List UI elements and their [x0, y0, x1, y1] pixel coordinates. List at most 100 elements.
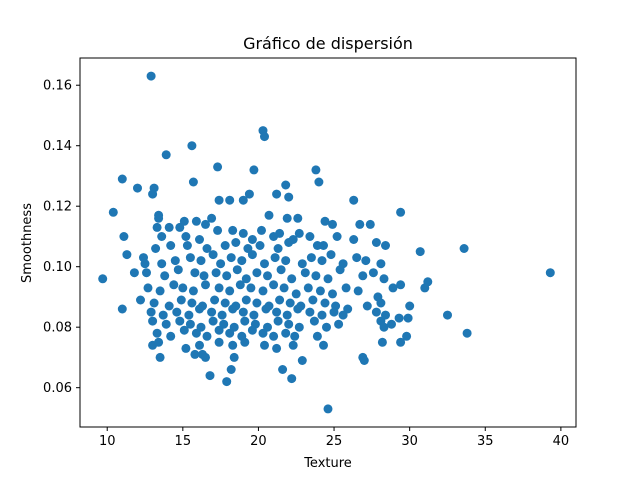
- data-point: [305, 307, 315, 317]
- data-point: [238, 195, 248, 205]
- y-tick-label: 0.16: [43, 79, 72, 94]
- data-point: [269, 232, 279, 241]
- data-point: [210, 295, 220, 305]
- data-point: [297, 259, 307, 269]
- data-point: [252, 268, 262, 278]
- data-point: [349, 235, 359, 244]
- data-point: [269, 280, 279, 290]
- data-point: [232, 265, 242, 275]
- data-point: [152, 222, 162, 232]
- x-tick-label: 15: [175, 434, 192, 449]
- data-point: [188, 177, 198, 187]
- data-point: [160, 271, 170, 281]
- data-point: [238, 228, 248, 238]
- data-point: [241, 295, 251, 305]
- data-point: [270, 253, 280, 263]
- y-axis-ticks: 0.06 0.08 0.10 0.12 0.14 0.16: [43, 79, 80, 396]
- data-point: [462, 328, 472, 338]
- data-point: [172, 307, 182, 317]
- y-tick-label: 0.06: [43, 381, 72, 396]
- x-tick-label: 30: [401, 434, 418, 449]
- data-point: [284, 319, 294, 329]
- data-point: [285, 298, 295, 308]
- data-point: [281, 180, 291, 190]
- data-point: [294, 228, 304, 238]
- data-point: [334, 319, 344, 329]
- data-point: [185, 253, 195, 263]
- data-point: [281, 328, 291, 338]
- data-point: [362, 301, 372, 311]
- data-point: [199, 271, 209, 281]
- data-point: [222, 271, 232, 281]
- data-point: [187, 141, 197, 151]
- data-point: [158, 310, 168, 320]
- data-point: [326, 250, 336, 260]
- data-point: [420, 283, 430, 293]
- data-point: [214, 325, 224, 335]
- data-point: [343, 304, 353, 314]
- data-point: [368, 268, 378, 278]
- y-axis-label: Smoothness: [20, 203, 35, 283]
- data-point: [300, 268, 310, 278]
- data-point: [402, 331, 412, 341]
- data-point: [225, 328, 235, 338]
- data-point: [161, 150, 171, 160]
- data-point: [148, 189, 158, 199]
- data-point: [136, 295, 145, 305]
- data-point: [181, 232, 191, 241]
- data-points: [98, 71, 555, 414]
- x-tick-label: 25: [326, 434, 343, 449]
- data-point: [217, 310, 227, 320]
- data-point: [117, 304, 127, 314]
- x-tick-label: 35: [477, 434, 494, 449]
- data-point: [387, 319, 396, 329]
- data-point: [169, 280, 179, 290]
- data-point: [214, 337, 224, 347]
- data-point: [365, 219, 375, 229]
- data-point: [358, 271, 368, 281]
- data-point: [443, 310, 452, 320]
- data-point: [323, 404, 333, 414]
- data-point: [151, 244, 161, 253]
- data-point: [184, 310, 194, 320]
- x-tick-label: 40: [553, 434, 570, 449]
- data-point: [264, 210, 274, 220]
- data-point: [207, 213, 217, 223]
- data-point: [258, 286, 268, 296]
- data-point: [272, 343, 282, 353]
- data-point: [377, 337, 387, 347]
- data-point: [157, 232, 167, 241]
- data-point: [263, 271, 272, 281]
- data-point: [258, 328, 268, 338]
- data-point: [196, 256, 206, 266]
- y-tick-label: 0.12: [43, 200, 72, 215]
- data-point: [322, 322, 331, 332]
- x-tick-label: 10: [99, 434, 116, 449]
- data-point: [459, 244, 469, 253]
- data-point: [181, 343, 191, 353]
- data-point: [190, 349, 200, 359]
- data-point: [240, 337, 250, 347]
- data-point: [182, 241, 192, 250]
- data-point: [293, 304, 303, 314]
- data-point: [287, 374, 297, 384]
- data-point: [108, 207, 118, 217]
- data-point: [379, 322, 389, 332]
- data-point: [148, 316, 158, 326]
- x-tick-label: 20: [250, 434, 267, 449]
- data-point: [238, 307, 248, 317]
- data-point: [317, 256, 327, 266]
- data-point: [287, 274, 297, 284]
- data-point: [247, 325, 257, 335]
- data-point: [376, 259, 386, 269]
- data-point: [273, 244, 283, 253]
- data-point: [260, 340, 269, 350]
- data-point: [394, 313, 404, 323]
- data-point: [328, 289, 337, 299]
- data-point: [381, 241, 390, 250]
- data-point: [225, 286, 235, 296]
- data-point: [312, 331, 322, 341]
- data-point: [149, 298, 159, 308]
- data-point: [208, 316, 218, 326]
